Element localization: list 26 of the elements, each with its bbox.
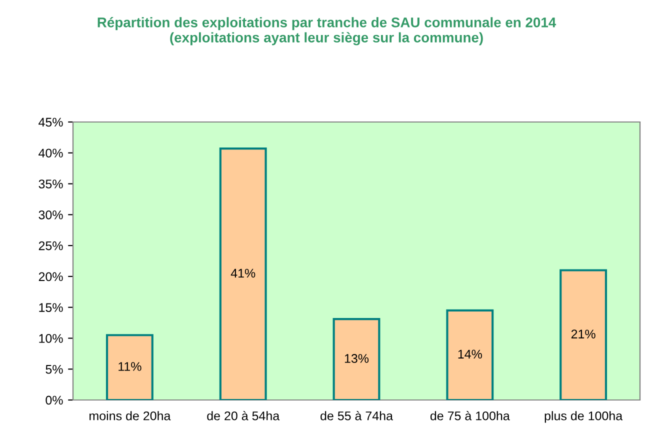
data-label: 11% — [118, 362, 142, 371]
x-tick-label: de 55 à 74ha — [320, 410, 393, 420]
y-tick-label: 5% — [46, 364, 63, 374]
y-tick-label: 20% — [38, 272, 63, 282]
bar — [560, 269, 608, 400]
bar — [106, 334, 154, 400]
y-tick-label: 40% — [38, 148, 63, 158]
x-tick-label: plus de 100ha — [544, 411, 623, 423]
x-tick-label: de 20 à 54ha — [207, 410, 280, 420]
data-label: 13% — [344, 354, 369, 363]
chart-title: Répartition des exploitations par tranche de SAU communale en 2014 (exploitations ayant leur siège sur la commune) — [98, 17, 556, 46]
y-tick-label: 0% — [46, 396, 63, 405]
data-label: 41% — [230, 268, 256, 278]
bar — [219, 148, 267, 400]
y-tick-label: 35% — [38, 180, 63, 188]
bar — [332, 318, 380, 400]
x-tick-label: moins de 20ha — [90, 411, 171, 420]
data-label: 21% — [571, 330, 596, 338]
y-tick-label: 15% — [39, 303, 63, 312]
y-tick-label: 10% — [39, 334, 63, 343]
x-tick-label: de 75 à 100ha — [430, 410, 510, 420]
y-tick-label: 30% — [38, 210, 63, 220]
data-label: 14% — [458, 350, 482, 359]
y-tick-label: 25% — [38, 241, 63, 250]
y-tick-label: 45% — [38, 118, 63, 127]
bar — [446, 309, 494, 400]
